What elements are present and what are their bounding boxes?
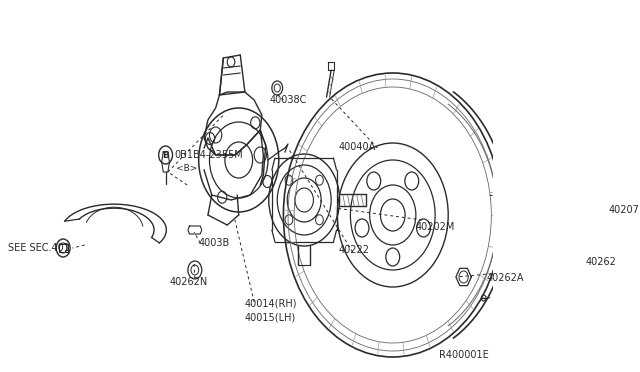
- Text: 40222: 40222: [339, 245, 370, 255]
- Text: 40262: 40262: [586, 257, 616, 267]
- Text: 40207: 40207: [609, 205, 639, 215]
- Text: SEE SEC.401: SEE SEC.401: [8, 243, 70, 253]
- Text: <B>: <B>: [175, 164, 197, 173]
- Text: R400001E: R400001E: [439, 350, 489, 360]
- Text: 40262N: 40262N: [170, 277, 207, 287]
- Text: 4003B: 4003B: [198, 238, 230, 248]
- Text: 40038C: 40038C: [269, 95, 307, 105]
- Text: 40040A: 40040A: [339, 142, 376, 152]
- Text: 40202M: 40202M: [416, 222, 455, 232]
- Text: 40014(RH): 40014(RH): [245, 299, 298, 309]
- Text: 40015(LH): 40015(LH): [245, 312, 296, 322]
- Text: 40262A: 40262A: [486, 273, 524, 283]
- Text: B: B: [162, 151, 169, 160]
- Text: 0B1B4-2355M: 0B1B4-2355M: [174, 150, 243, 160]
